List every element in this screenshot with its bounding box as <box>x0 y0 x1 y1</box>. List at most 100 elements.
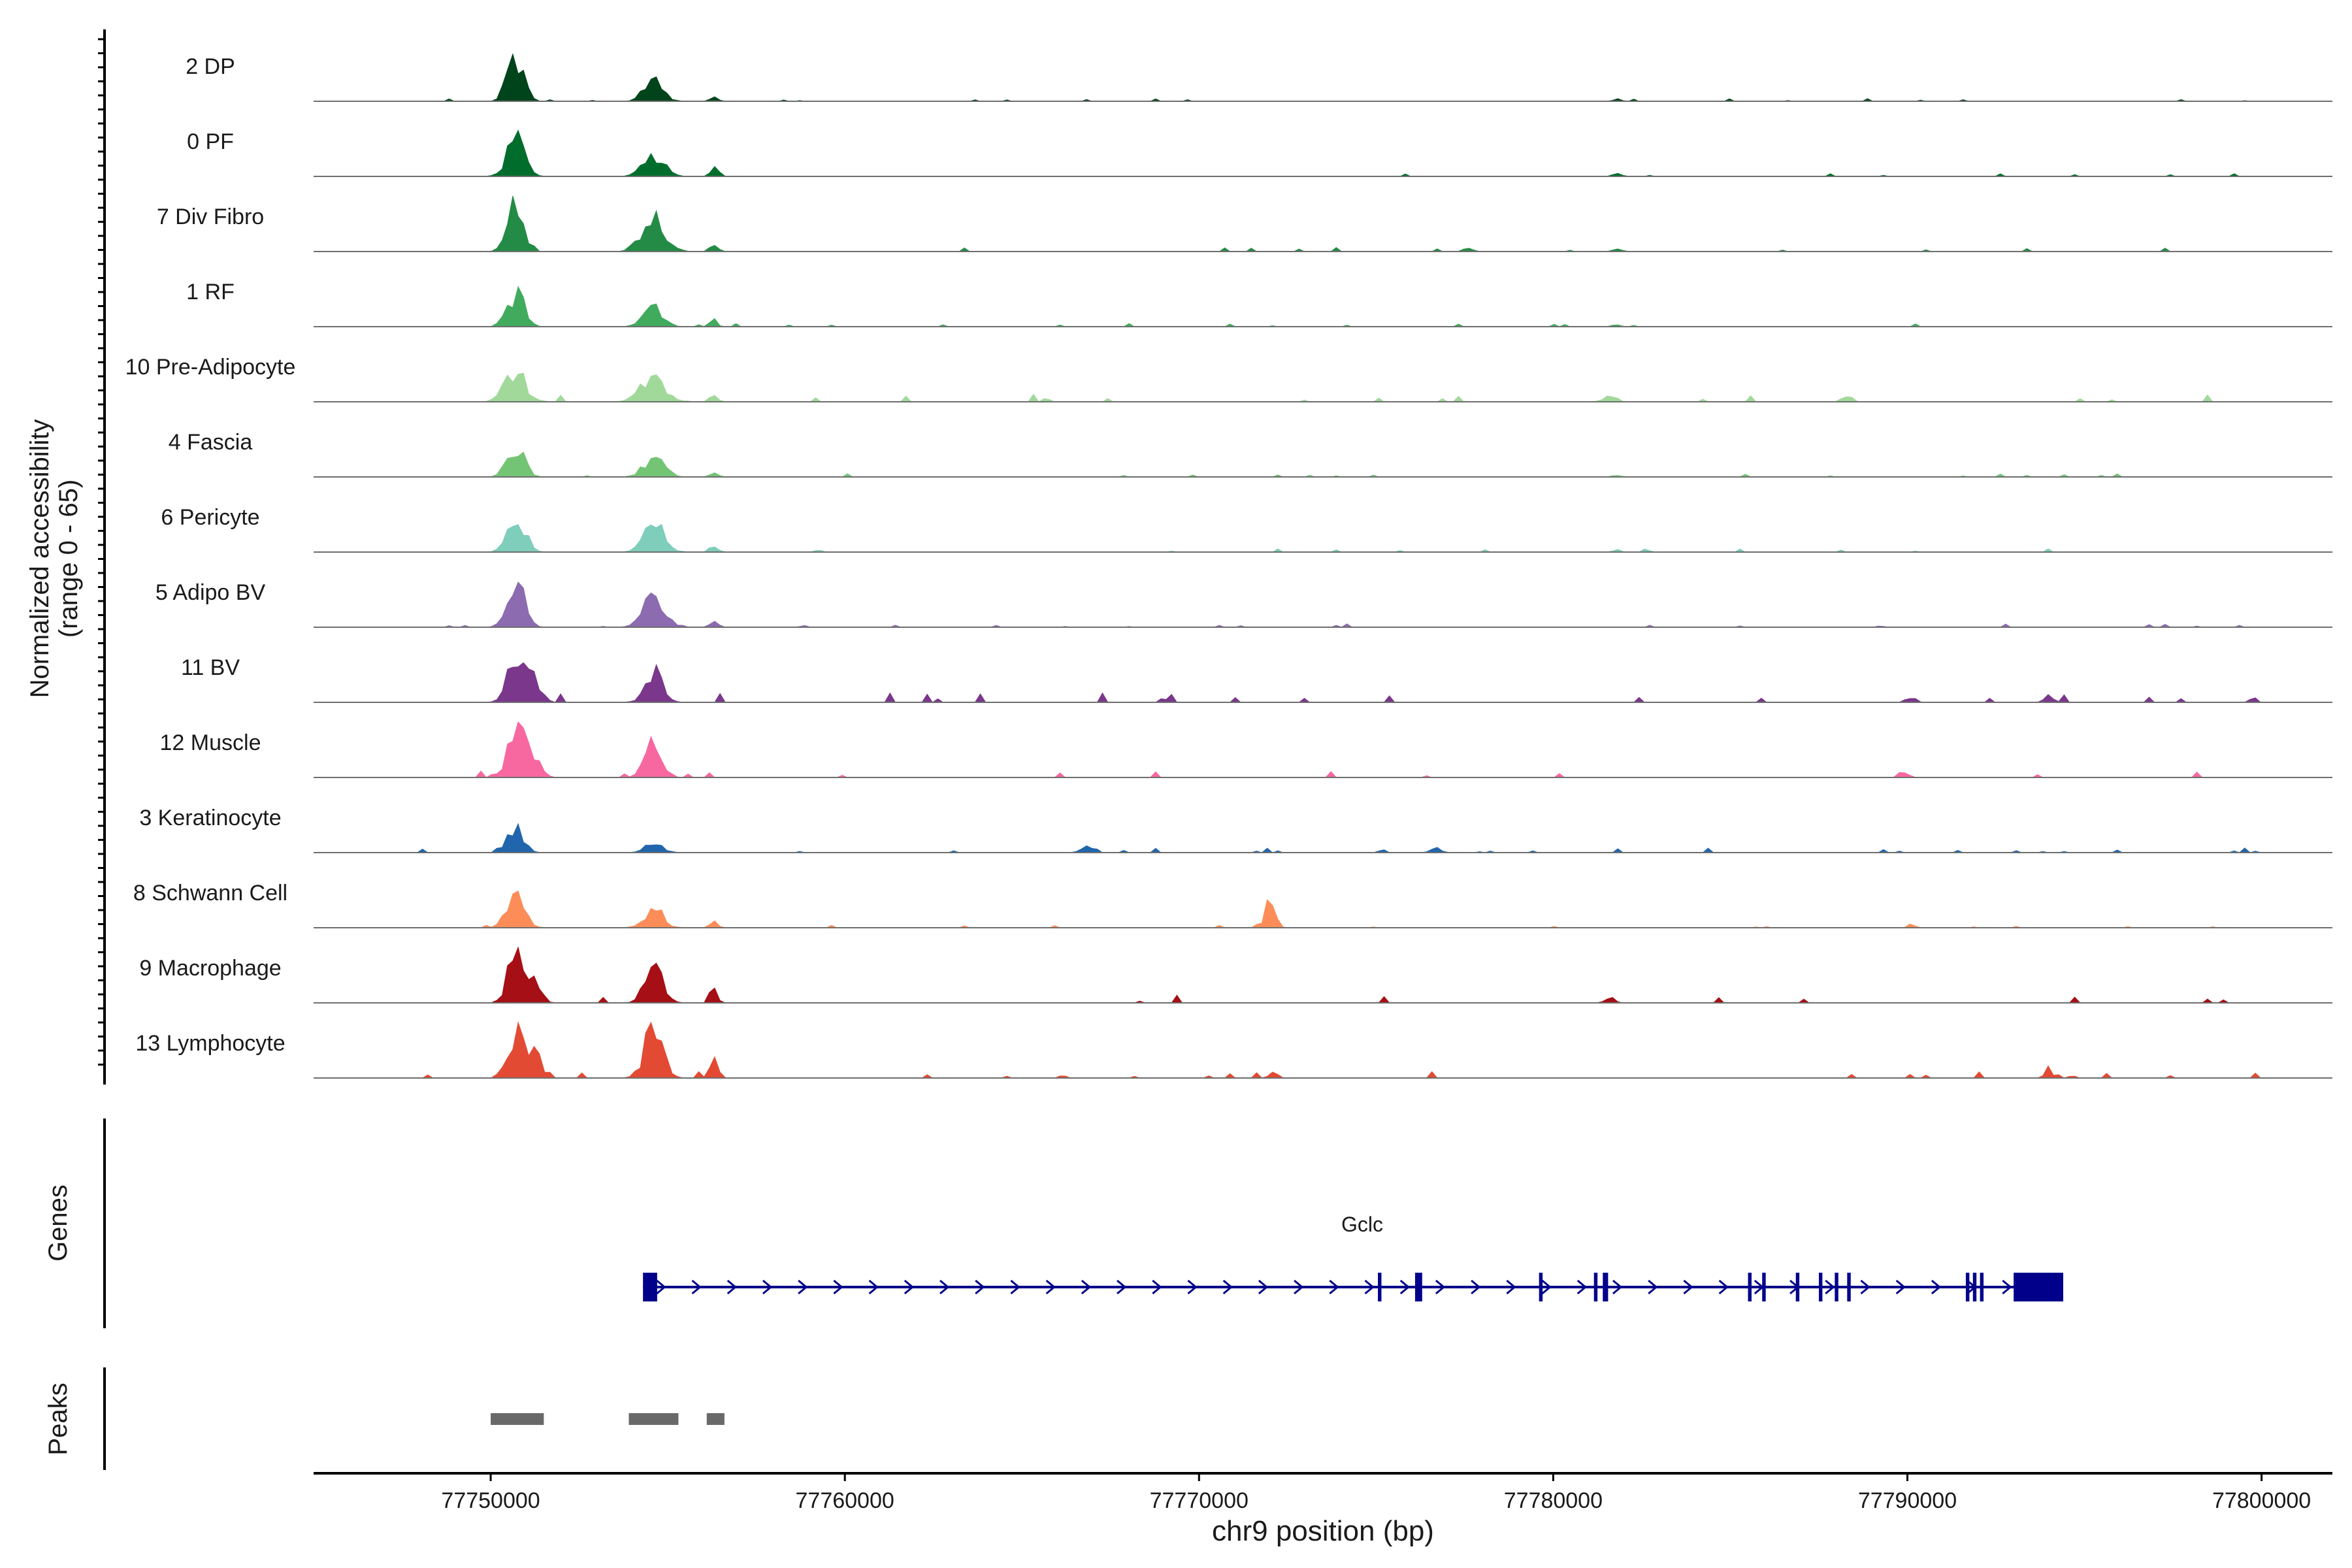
track-label: 2 DP <box>186 54 235 79</box>
track-label: 11 BV <box>181 655 240 680</box>
x-tick-label: 77770000 <box>1150 1488 1249 1513</box>
exon <box>1847 1273 1851 1301</box>
strand-arrow <box>727 1279 738 1295</box>
x-tick-label: 77760000 <box>796 1488 894 1513</box>
track-label: 8 Schwann Cell <box>133 881 287 906</box>
peak-region <box>629 1413 679 1425</box>
track-label: 5 Adipo BV <box>155 580 266 605</box>
strand-arrow <box>1187 1279 1198 1295</box>
exon <box>1414 1273 1422 1301</box>
track-label: 6 Pericyte <box>161 505 259 530</box>
y-axis <box>98 29 106 1085</box>
x-tick-label: 77790000 <box>1858 1488 1957 1513</box>
strand-arrow <box>1435 1279 1446 1295</box>
x-tick-label: 77800000 <box>2212 1488 2311 1513</box>
exon <box>1748 1273 1752 1301</box>
coverage-area <box>314 890 2332 928</box>
exon <box>1593 1273 1598 1301</box>
exon <box>1980 1273 1984 1301</box>
x-tick-label: 77780000 <box>1504 1488 1603 1513</box>
track-label: 3 Keratinocyte <box>139 806 281 830</box>
strand-arrow <box>1718 1279 1729 1295</box>
strand-arrow <box>1541 1279 1552 1295</box>
coverage-area <box>314 53 2332 102</box>
exon <box>1762 1273 1766 1301</box>
coverage-area <box>314 129 2332 177</box>
strand-arrow <box>656 1279 666 1295</box>
strand-arrow <box>1152 1279 1162 1295</box>
strand-arrow <box>1931 1279 1942 1295</box>
coverage-area <box>314 721 2332 778</box>
strand-arrow <box>798 1279 808 1295</box>
track-label: 4 Fascia <box>169 430 253 455</box>
exon <box>1539 1273 1543 1301</box>
strand-arrow <box>2002 1279 2012 1295</box>
exon <box>1818 1273 1823 1301</box>
coverage-tracks <box>314 53 2332 1079</box>
track-label: 9 Macrophage <box>139 956 281 981</box>
exon <box>1795 1273 1800 1301</box>
exon <box>1835 1273 1838 1301</box>
strand-arrow <box>762 1279 773 1295</box>
strand-arrow <box>904 1279 915 1295</box>
exon <box>643 1273 657 1301</box>
strand-arrow <box>868 1279 879 1295</box>
exon <box>1972 1273 1977 1301</box>
strand-arrow <box>939 1279 950 1295</box>
coverage-area <box>314 581 2332 628</box>
track-label: 13 Lymphocyte <box>135 1031 285 1056</box>
genes-panel-label: Genes <box>44 1184 73 1262</box>
strand-arrow <box>1364 1279 1375 1295</box>
exon <box>1378 1273 1382 1301</box>
coverage-area <box>314 823 2332 853</box>
strand-arrow <box>1117 1279 1127 1295</box>
strand-arrow <box>1399 1279 1411 1295</box>
strand-arrow <box>1010 1279 1021 1295</box>
strand-arrow <box>1860 1279 1870 1295</box>
coverage-area <box>314 946 2332 1004</box>
peaks-panel-label: Peaks <box>44 1382 73 1455</box>
track-label: 10 Pre-Adipocyte <box>125 355 296 380</box>
track-label: 12 Muscle <box>160 730 261 755</box>
strand-arrow <box>1222 1279 1233 1295</box>
track-label: 7 Div Fibro <box>157 204 264 229</box>
strand-arrow <box>1471 1279 1481 1295</box>
coverage-area <box>314 662 2332 703</box>
coverage-area <box>314 372 2332 402</box>
strand-arrow <box>1329 1279 1339 1295</box>
strand-arrow <box>1648 1279 1658 1295</box>
strand-arrow <box>1683 1279 1693 1295</box>
coverage-area <box>314 523 2332 553</box>
track-label: 0 PF <box>187 129 234 154</box>
strand-arrow <box>1825 1279 1835 1295</box>
gene-name-label: Gclc <box>1341 1213 1383 1236</box>
track-label: 1 RF <box>186 280 235 304</box>
gene-model: Gclc <box>643 1213 2063 1301</box>
strand-arrow <box>1258 1279 1269 1295</box>
coverage-area <box>314 195 2332 252</box>
strand-arrow <box>1081 1279 1092 1295</box>
coverage-area <box>314 1021 2332 1079</box>
coverage-area <box>314 451 2332 478</box>
y-axis-label-line2: (range 0 - 65) <box>54 480 83 638</box>
exon <box>1603 1273 1609 1301</box>
peak-region <box>706 1413 725 1425</box>
peak-region <box>491 1413 544 1425</box>
strand-arrow <box>1576 1279 1588 1295</box>
y-axis-label-line1: Normalized accessibility <box>25 419 54 698</box>
strand-arrow <box>691 1279 702 1295</box>
exon <box>1965 1273 1970 1301</box>
x-axis-label: chr9 position (bp) <box>1212 1515 1434 1547</box>
strand-arrow <box>1045 1279 1056 1295</box>
x-axis-ticks: 77750000 77760000 77770000 77780000 77790000… <box>441 1473 2311 1513</box>
strand-arrow <box>975 1279 985 1295</box>
track-labels: 2 DP 0 PF 7 Div Fibro 1 RF 10 Pre-Adipocyte 4… <box>125 54 296 1056</box>
strand-arrow <box>1506 1279 1516 1295</box>
exon <box>2014 1273 2063 1301</box>
strand-arrow <box>1612 1279 1623 1295</box>
strand-arrow <box>1294 1279 1304 1295</box>
peaks-track <box>491 1413 725 1425</box>
x-tick-label: 77750000 <box>441 1488 540 1513</box>
strand-arrow <box>833 1279 843 1295</box>
